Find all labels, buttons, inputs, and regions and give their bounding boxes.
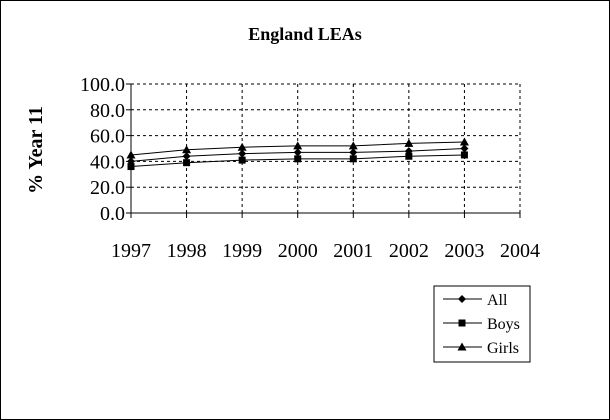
legend-item-boys: Boys [443,316,520,333]
x-tick-label: 2004 [500,240,540,262]
legend: All Boys Girls [433,285,531,363]
data-point [459,137,469,146]
data-point [126,150,136,159]
data-point [348,141,358,150]
y-tick-label: 80.0 [90,100,125,122]
x-tick-label: 2003 [444,240,484,262]
data-point [405,152,413,160]
legend-label: Girls [487,340,519,357]
legend-marker [457,342,467,351]
series-boys [127,151,468,171]
data-point [349,148,358,157]
legend-item-girls: Girls [443,340,519,357]
data-point [238,149,247,158]
y-tick-label: 100.0 [80,74,125,96]
legend-item-all: All [443,292,508,309]
x-tick-label: 2002 [389,240,429,262]
data-point [237,142,247,151]
chart-title: England LEAs [248,24,362,44]
data-point [349,155,357,163]
series-girls [126,137,469,159]
data-point [404,138,414,147]
x-tick-label: 1998 [167,240,207,262]
y-axis-label: % Year 11 [25,106,47,194]
y-tick-label: 0.0 [100,203,125,225]
data-point [183,159,191,167]
y-tick-label: 60.0 [90,126,125,148]
legend-label: Boys [487,316,520,333]
x-tick-label: 1999 [222,240,262,262]
x-tick-label: 1997 [111,240,151,262]
data-point [460,144,469,153]
legend-marker [458,295,466,303]
legend-marker [458,319,466,327]
data-point [294,155,302,163]
data-point [293,148,302,157]
y-tick-label: 40.0 [90,151,125,173]
y-tick-labels: 100.0 80.0 60.0 40.0 20.0 0.0 [80,74,125,225]
data-point [182,145,192,154]
data-point [182,152,191,161]
x-tick-label: 2001 [333,240,373,262]
y-tick-label: 20.0 [90,177,125,199]
series [126,137,469,171]
data-point [293,141,303,150]
x-tick-label: 2000 [278,240,318,262]
data-point [238,156,246,164]
data-point [127,163,135,171]
axes [126,83,521,218]
grid [131,83,521,213]
x-tick-labels: 1997 1998 1999 2000 2001 2002 2003 2004 [111,240,540,262]
legend-label: All [487,292,508,309]
data-point [460,151,468,159]
series-all [127,144,469,166]
